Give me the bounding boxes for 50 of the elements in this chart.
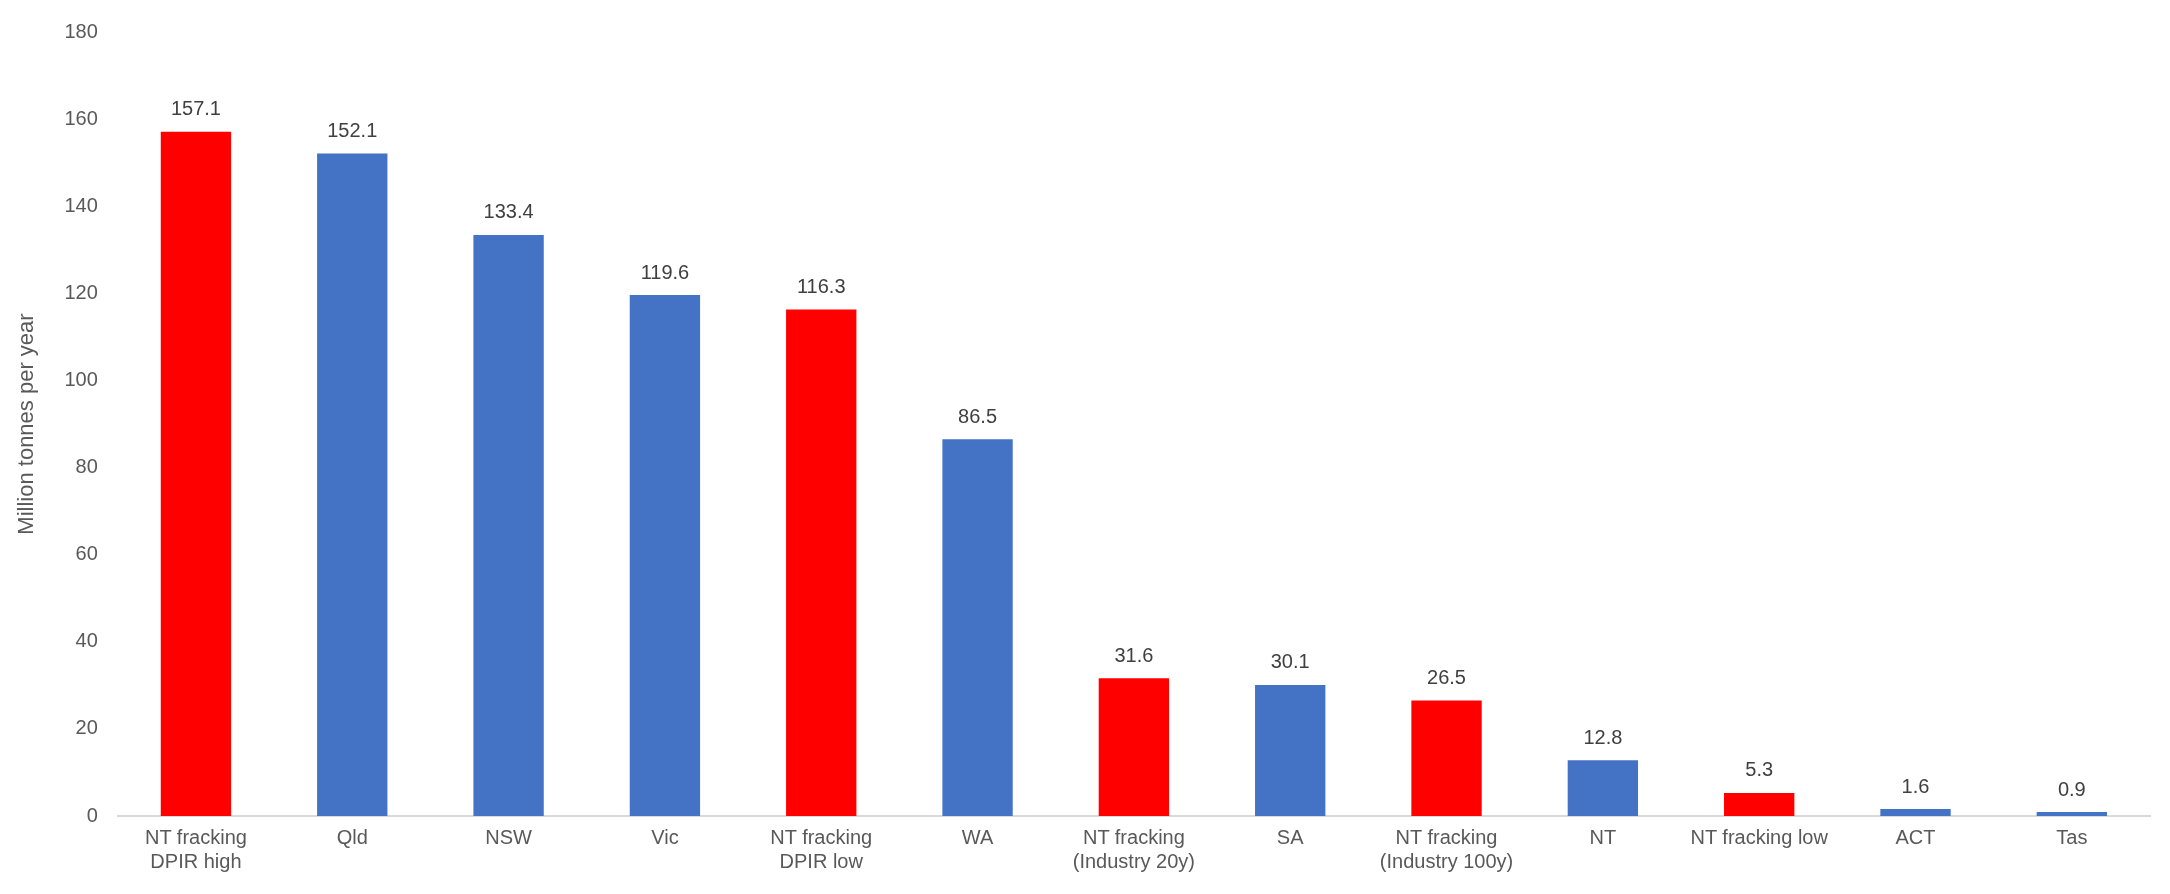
x-tick-label: Qld [336,825,368,848]
y-tick-label: 140 [64,193,98,216]
x-tick-label: NT [1589,825,1617,848]
data-label: 86.5 [958,404,998,427]
y-tick-label: 100 [64,367,98,390]
bar [1880,809,1951,816]
bar [942,439,1013,816]
y-tick-label: 120 [64,280,98,303]
x-tick-label: NT fracking low [1690,825,1829,848]
data-label: 1.6 [1901,774,1930,797]
y-tick-label: 160 [64,106,98,129]
x-tick-label: Tas [2056,825,2088,848]
data-label: 157.1 [170,97,221,120]
data-label: 0.9 [2057,777,2086,800]
y-tick-label: 80 [75,455,98,478]
x-tick-label: ACT [1895,825,1936,848]
data-label: 116.3 [796,274,846,297]
data-label: 152.1 [327,119,378,142]
bar [629,295,701,816]
data-label: 5.3 [1745,758,1774,781]
bar [2036,812,2108,816]
data-label: 30.1 [1270,650,1310,673]
bar [473,234,544,816]
bar [786,309,857,816]
bar [1098,678,1170,816]
y-tick-label: 20 [75,716,98,739]
data-label: 119.6 [640,260,690,283]
x-tick-label: Vic [651,825,679,848]
x-tick-label: NT fracking DPIR low [770,825,873,872]
bar [160,131,232,816]
x-tick-label: WA [961,825,994,848]
data-label: 26.5 [1427,666,1466,689]
x-tick-label: NT fracking (Industry 100y) [1379,825,1514,872]
x-tick-label: NSW [485,825,533,848]
bar [1567,760,1639,816]
y-tick-label: 180 [64,19,98,42]
bar [317,153,388,816]
y-tick-label: 40 [75,629,98,652]
data-label: 12.8 [1583,725,1623,748]
data-label: 31.6 [1114,643,1154,666]
x-tick-label: NT fracking DPIR high [144,825,247,872]
y-tick-label: 60 [75,542,98,565]
y-axis-title: Million tonnes per year [13,313,39,535]
bar [1724,792,1795,816]
x-tick-label: NT fracking (Industry 20y) [1072,825,1196,872]
bar [1411,700,1482,816]
x-tick-label: SA [1276,825,1305,848]
y-tick-label: 0 [86,803,98,826]
bar [1255,684,1326,816]
data-label: 133.4 [483,200,534,223]
